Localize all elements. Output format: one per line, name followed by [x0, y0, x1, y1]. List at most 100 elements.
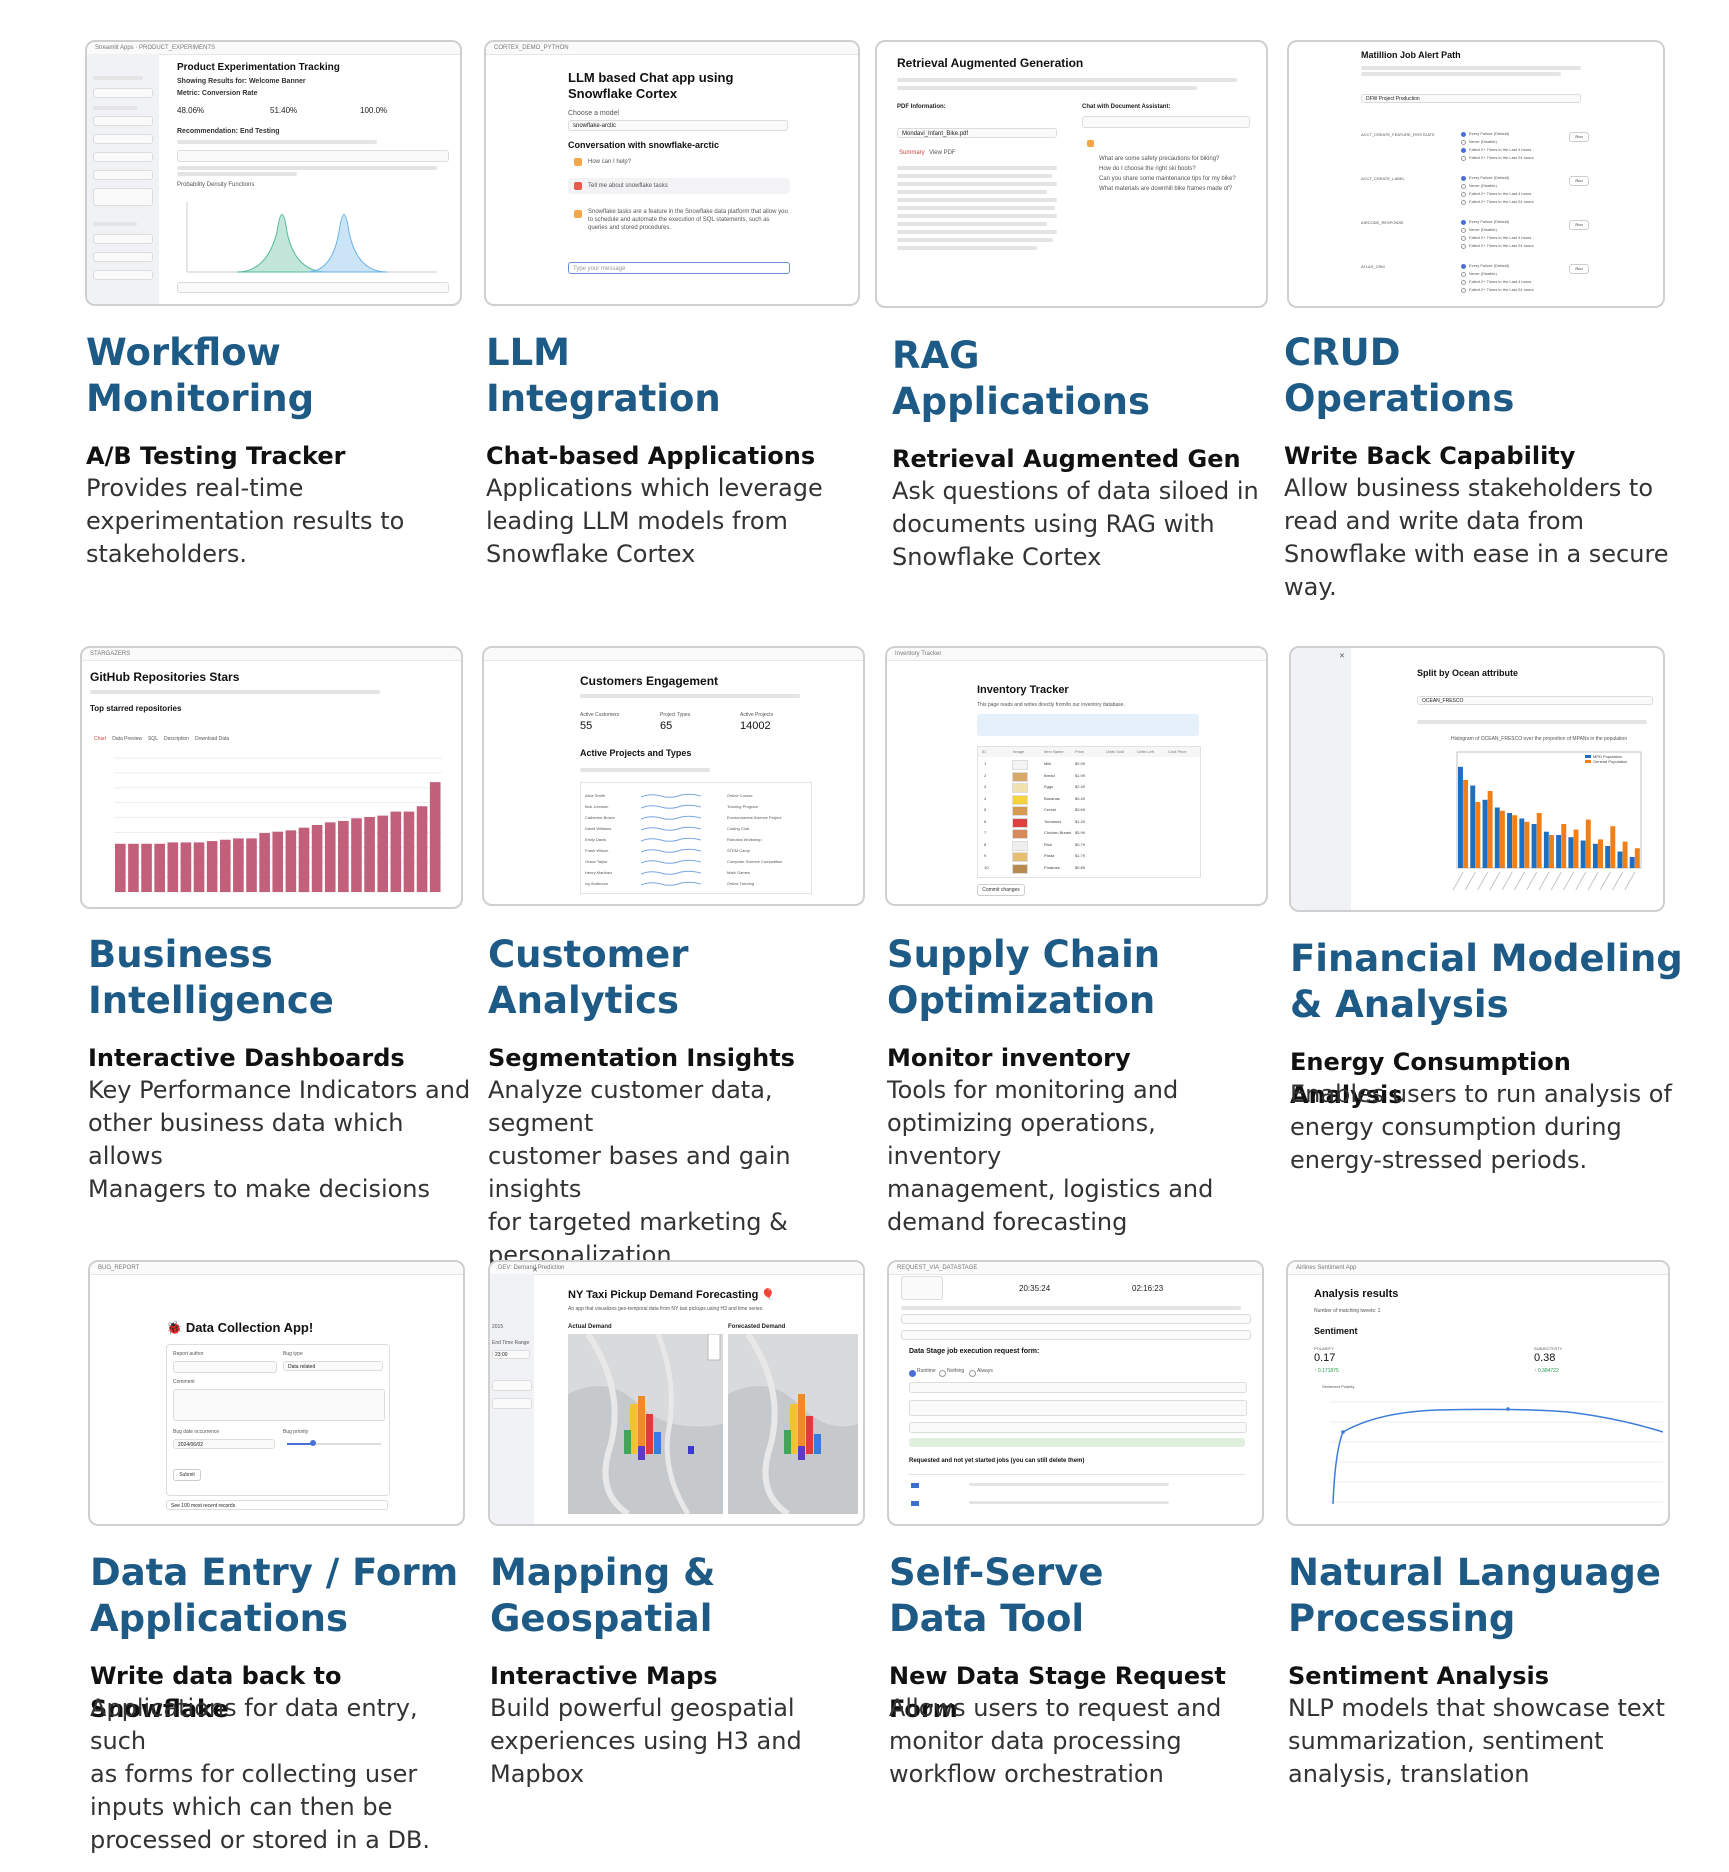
- chat-message: Tell me about snowflake tasks: [588, 183, 668, 189]
- table-row[interactable]: 7 Chicken Breast $5.99: [978, 828, 1200, 839]
- preview-showing: Showing Results for: Welcome Banner: [177, 78, 306, 85]
- alert-radio[interactable]: [1461, 280, 1466, 285]
- radio-option[interactable]: [909, 1370, 916, 1377]
- tick-label-placeholder: [1538, 871, 1550, 891]
- alert-radio[interactable]: [1461, 228, 1466, 233]
- file-select[interactable]: Mondavi_Infant_Bike.pdf: [897, 128, 1057, 138]
- table-row[interactable]: 9 Pasta $1.79: [978, 851, 1200, 862]
- card-subtitle: Write data back to Snowflake: [90, 1662, 342, 1723]
- table-row[interactable]: 5 Cereal $3.69: [978, 805, 1200, 816]
- tab-view-pdf[interactable]: View PDF: [929, 150, 956, 156]
- time-readout: 20:35:24: [1019, 1284, 1051, 1293]
- tab-summary[interactable]: Summary: [899, 150, 925, 156]
- alert-radio[interactable]: [1461, 132, 1466, 137]
- table-row[interactable]: 6 Tomatoes $1.29: [978, 817, 1200, 828]
- actual-demand-label: Actual Demand: [568, 1324, 612, 1330]
- bug-type-select[interactable]: Data related: [283, 1361, 383, 1371]
- alert-radio[interactable]: [1461, 184, 1466, 189]
- preview-chat-app[interactable]: CORTEX_DEMO_PYTHON LLM based Chat app us…: [484, 40, 860, 306]
- card-subtitle: Write Back Capability: [1284, 442, 1576, 470]
- preview-rag[interactable]: Retrieval Augmented Generation PDF Infor…: [875, 40, 1268, 308]
- alert-radio[interactable]: [1461, 140, 1466, 145]
- radio-option[interactable]: [969, 1370, 976, 1377]
- attribute-select[interactable]: OCEAN_FRESCO: [1417, 696, 1653, 705]
- model-select[interactable]: snowflake-arctic: [568, 120, 788, 131]
- records-expander[interactable]: See 100 most recent records: [166, 1500, 388, 1510]
- table-row[interactable]: 3 Eggs $2.49: [978, 782, 1200, 793]
- end-time-select[interactable]: 23:00: [492, 1350, 530, 1359]
- submit-button[interactable]: Submit: [173, 1469, 201, 1481]
- alert-radio[interactable]: [1461, 156, 1466, 161]
- run-button[interactable]: Run: [1569, 176, 1589, 186]
- table-row[interactable]: 8 Rice $0.79: [978, 840, 1200, 851]
- preview-section: Sentiment: [1314, 1326, 1358, 1336]
- run-button[interactable]: Run: [1569, 132, 1589, 142]
- preview-sidebar: [87, 54, 159, 304]
- tick-label-placeholder: [1587, 871, 1599, 891]
- preview-inventory-tracker[interactable]: Inventory Tracker Inventory Tracker This…: [885, 646, 1268, 906]
- alert-radio[interactable]: [1461, 220, 1466, 225]
- preview-ab-testing[interactable]: Streamlit Apps · PRODUCT_EXPERIMENTS Pro…: [85, 40, 462, 306]
- item-id: 8: [984, 841, 987, 847]
- orange-bar: [1585, 819, 1591, 868]
- item-name: Cereal: [1044, 807, 1056, 812]
- priority-slider[interactable]: [287, 1443, 381, 1445]
- preview-bug-report[interactable]: BUG_REPORT 🐞 Data Collection App! Report…: [88, 1260, 465, 1526]
- customer-name: Emily Davis: [585, 837, 606, 842]
- chat-input[interactable]: Type your message: [568, 262, 790, 274]
- close-icon[interactable]: ✕: [1339, 653, 1345, 660]
- alert-option-label: Failed 2+ Times in the Last 24 hours: [1469, 199, 1534, 204]
- date-input[interactable]: 2024/06/02: [173, 1439, 275, 1449]
- sparkline: [641, 870, 701, 875]
- preview-airline-sentiment[interactable]: Airlines Sentiment App Analysis results …: [1286, 1260, 1670, 1526]
- table-row[interactable]: 2 Bread $1.99: [978, 771, 1200, 782]
- blue-bar: [1519, 818, 1525, 868]
- forecast-demand-map[interactable]: [728, 1334, 858, 1514]
- stars-bar: [193, 842, 205, 892]
- comment-textarea[interactable]: [173, 1389, 385, 1421]
- stars-bar: [259, 833, 270, 892]
- run-button[interactable]: Run: [1569, 264, 1589, 274]
- preview-taxi-demand[interactable]: DEV: Demand Prediction 2015 End Time Ran…: [488, 1260, 865, 1526]
- card-subtitle: Monitor inventory: [887, 1044, 1131, 1072]
- preview-github-stars[interactable]: STARGAZERS GitHub Repositories Stars Top…: [80, 646, 463, 909]
- author-input[interactable]: [173, 1361, 277, 1373]
- alert-radio[interactable]: [1461, 264, 1466, 269]
- actual-demand-map[interactable]: [568, 1334, 723, 1514]
- preview-heading: Split by Ocean attribute: [1417, 668, 1519, 678]
- bug-form: Report author Bug type Data related Comm…: [166, 1344, 390, 1496]
- slider-handle[interactable]: [310, 1440, 316, 1446]
- orange-bar: [1512, 815, 1518, 868]
- alert-radio[interactable]: [1461, 236, 1466, 241]
- stars-bar: [285, 830, 297, 892]
- table-row[interactable]: 10 Potatoes $0.89: [978, 863, 1200, 874]
- project-select[interactable]: DFW Project Production: [1361, 94, 1581, 103]
- blue-bar: [1580, 840, 1586, 868]
- alert-radio[interactable]: [1461, 288, 1466, 293]
- alert-radio[interactable]: [1461, 148, 1466, 153]
- pending-jobs-table: [909, 1474, 1245, 1515]
- preview-datastage[interactable]: REQUEST_VIA_DATASTAGE 20:35:24 02:16:23 …: [887, 1260, 1264, 1526]
- table-row[interactable]: 1 Milk $2.99: [978, 759, 1200, 770]
- close-icon[interactable]: ✕: [532, 1267, 538, 1274]
- preview-heading: Retrieval Augmented Generation: [897, 56, 1084, 70]
- commit-changes-button[interactable]: Commit changes: [977, 884, 1025, 896]
- preview-intro: This page reads and writes directly from…: [977, 702, 1125, 708]
- alert-radio[interactable]: [1461, 192, 1466, 197]
- card-description: NLP models that showcase text summarizati…: [1288, 1694, 1665, 1788]
- run-button[interactable]: Run: [1569, 220, 1589, 230]
- preview-ocean-split[interactable]: ✕ Split by Ocean attribute OCEAN_FRESCO …: [1289, 646, 1665, 912]
- alert-radio[interactable]: [1461, 244, 1466, 249]
- card-title: RAG Applications: [892, 334, 1151, 423]
- preview-matillion[interactable]: Matillion Job Alert Path DFW Project Pro…: [1287, 40, 1665, 308]
- alert-radio[interactable]: [1461, 272, 1466, 277]
- preview-customers-engagement[interactable]: Customers Engagement Active Customers 55…: [482, 646, 865, 906]
- preview-metric: Metric: Conversion Rate: [177, 90, 258, 97]
- item-image: [1012, 817, 1028, 828]
- project-type: STEM Camp: [727, 848, 750, 853]
- alert-radio[interactable]: [1461, 200, 1466, 205]
- alert-radio[interactable]: [1461, 176, 1466, 181]
- radio-option[interactable]: [939, 1370, 946, 1377]
- table-row[interactable]: 4 Bananas $0.49: [978, 794, 1200, 805]
- card-title: LLM Integration: [486, 331, 721, 420]
